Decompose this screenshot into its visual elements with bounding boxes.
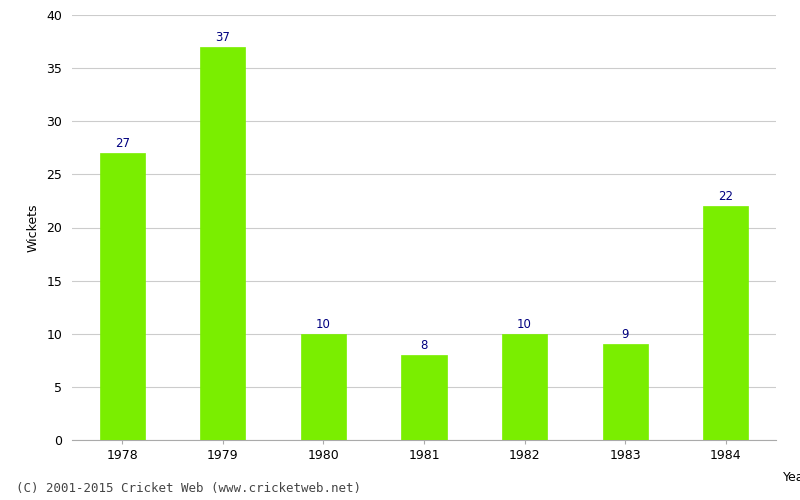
Text: 8: 8 [420, 339, 428, 352]
Bar [200, 47, 246, 440]
Bar [301, 334, 346, 440]
Text: (C) 2001-2015 Cricket Web (www.cricketweb.net): (C) 2001-2015 Cricket Web (www.cricketwe… [16, 482, 361, 495]
Bar [502, 334, 547, 440]
Text: Year: Year [783, 470, 800, 484]
Bar [100, 153, 145, 440]
Text: 27: 27 [114, 137, 130, 150]
Y-axis label: Wickets: Wickets [26, 203, 39, 252]
Bar [703, 206, 748, 440]
Text: 9: 9 [622, 328, 629, 341]
Text: 37: 37 [215, 30, 230, 44]
Text: 22: 22 [718, 190, 734, 203]
Bar [402, 355, 446, 440]
Bar [602, 344, 648, 440]
Text: 10: 10 [517, 318, 532, 330]
Text: 10: 10 [316, 318, 331, 330]
